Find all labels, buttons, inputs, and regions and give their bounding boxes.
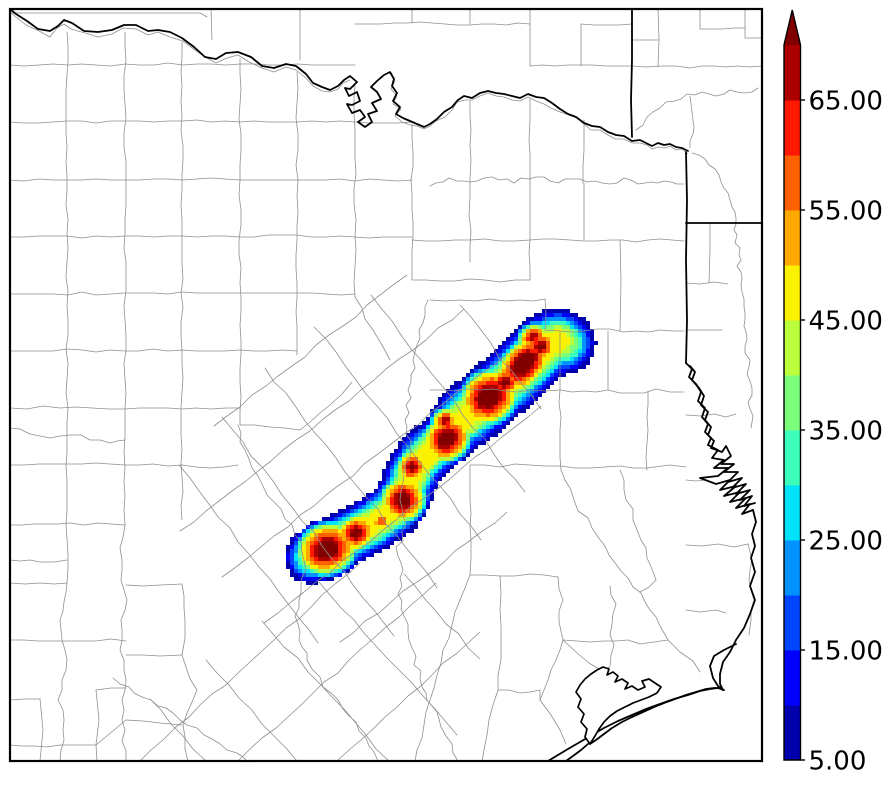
radar-reflectivity-layer xyxy=(286,309,598,585)
colorbar-segment xyxy=(784,375,801,431)
colorbar-segment xyxy=(784,430,801,486)
colorbar-extend-arrow xyxy=(784,10,801,45)
colorbar-tick-label: 5.00 xyxy=(809,747,867,777)
galveston-bay-outline xyxy=(575,666,662,745)
colorbar-tick-label: 35.00 xyxy=(809,417,883,447)
colorbar-segment xyxy=(784,45,801,101)
colorbar-segment xyxy=(784,485,801,541)
county-boundaries xyxy=(9,8,763,763)
colorbar-tick-label: 45.00 xyxy=(809,307,883,337)
colorbar-segment xyxy=(784,210,801,266)
colorbar-segment xyxy=(784,155,801,211)
colorbar-segment xyxy=(784,650,801,706)
colorbar-tick-label: 25.00 xyxy=(809,527,883,557)
colorbar-segment xyxy=(784,265,801,321)
colorbar-tick-label: 65.00 xyxy=(809,87,883,117)
state-boundaries xyxy=(9,8,763,762)
colorbar-tick-label: 15.00 xyxy=(809,637,883,667)
colorbar xyxy=(783,9,805,761)
colorbar-segment xyxy=(784,100,801,156)
colorbar-segment xyxy=(784,540,801,596)
colorbar-outline xyxy=(783,9,802,761)
colorbar-segment xyxy=(784,320,801,376)
map-frame xyxy=(8,7,764,763)
colorbar-tick-label: 55.00 xyxy=(809,197,883,227)
colorbar-segment xyxy=(784,595,801,651)
colorbar-segment xyxy=(784,705,801,761)
